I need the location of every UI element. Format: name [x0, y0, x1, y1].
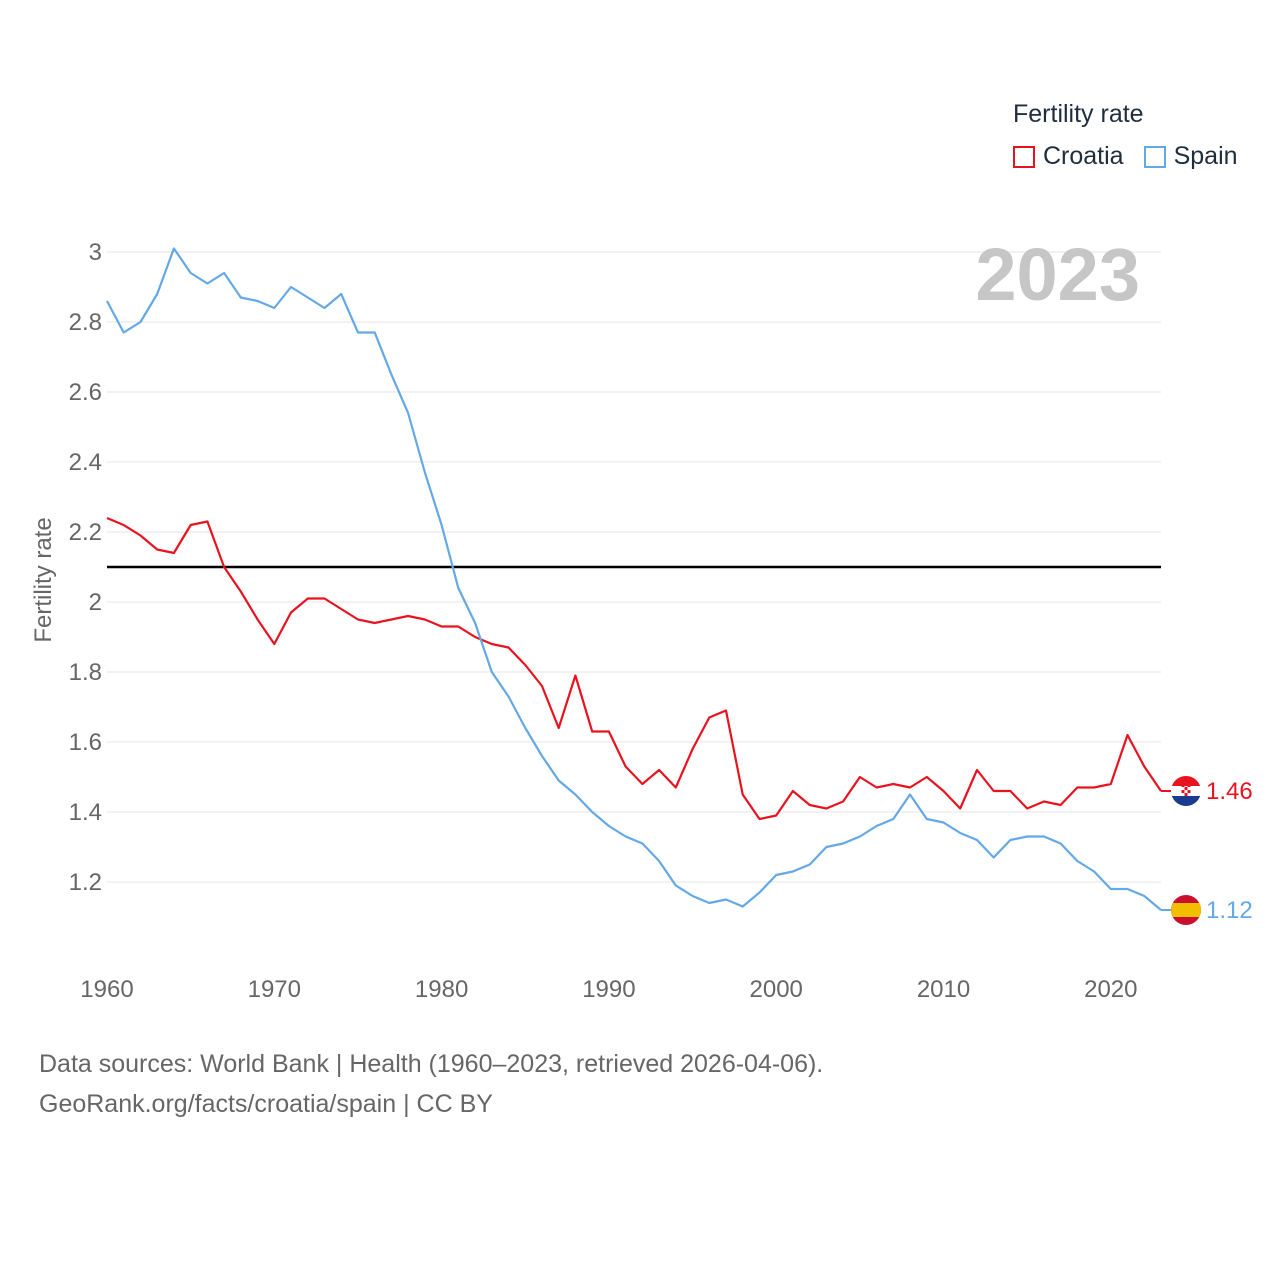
end-label-spain: 1.12 [1206, 897, 1253, 924]
y-tick-label: 1.2 [69, 869, 102, 896]
flag-stripe [1171, 796, 1201, 806]
x-tick-label: 1970 [248, 976, 301, 1003]
grid-lines [107, 251, 1161, 883]
y-tick-label: 3 [89, 239, 102, 266]
flag-check [1187, 784, 1191, 787]
flag-stripe [1171, 903, 1201, 917]
source-note: Data sources: World Bank | Health (1960–… [39, 1044, 823, 1124]
series-line-croatia [106, 516, 1162, 821]
flag-stripe [1171, 786, 1201, 796]
y-tick-label: 2.2 [69, 519, 102, 546]
flag-body [1171, 895, 1201, 925]
end-label-croatia: 1.46 [1206, 778, 1253, 805]
y-tick-label: 2.6 [69, 379, 102, 406]
y-axis: 1.2 1.4 1.6 1.8 2 2.2 2.4 2.6 2.8 3 [69, 239, 102, 896]
x-tick-label: 2010 [917, 976, 970, 1003]
y-tick-label: 1.8 [69, 659, 102, 686]
legend-swatch-croatia [1013, 145, 1035, 168]
flag-body [1171, 776, 1201, 806]
y-tick-label: 2 [89, 589, 102, 616]
y-tick-label: 1.4 [69, 799, 102, 826]
series-end-labels: 1.46 1.12 [1171, 776, 1253, 925]
x-tick-label: 1960 [80, 976, 133, 1003]
x-tick-label: 2000 [750, 976, 803, 1003]
legend-label-croatia: Croatia [1043, 142, 1124, 170]
legend-title: Fertility rate [1013, 100, 1144, 128]
legend: Croatia Spain [1013, 142, 1258, 171]
flag-check [1181, 790, 1185, 793]
flag-check [1181, 784, 1185, 787]
legend-swatch-spain [1143, 145, 1166, 168]
source-line-1: Data sources: World Bank | Health (1960–… [39, 1050, 824, 1078]
y-tick-label: 1.6 [69, 729, 102, 756]
flag-check [1187, 790, 1191, 793]
flag-spain-icon [1171, 895, 1201, 925]
legend-label-spain: Spain [1173, 142, 1238, 170]
flag-check [1184, 793, 1188, 796]
flag-stripe [1171, 776, 1201, 786]
y-axis-label: Fertility rate [30, 517, 57, 642]
series-line-spain [106, 247, 1162, 911]
x-tick-label: 2020 [1084, 976, 1137, 1003]
y-tick-label: 2.8 [69, 309, 102, 336]
y-tick-label: 2.4 [69, 449, 102, 476]
series-lines [106, 247, 1172, 911]
year-label: 2023 [975, 233, 1140, 316]
x-axis: 1960 1970 1980 1990 2000 2010 2020 [80, 976, 1137, 1003]
x-tick-label: 1980 [415, 976, 468, 1003]
flag-check [1184, 787, 1188, 790]
legend-item-spain[interactable]: Spain [1143, 142, 1238, 171]
flag-croatia-icon [1171, 776, 1201, 806]
legend-item-croatia[interactable]: Croatia [1013, 142, 1124, 171]
source-line-2: GeoRank.org/facts/croatia/spain | CC BY [39, 1090, 493, 1118]
x-tick-label: 1990 [582, 976, 635, 1003]
